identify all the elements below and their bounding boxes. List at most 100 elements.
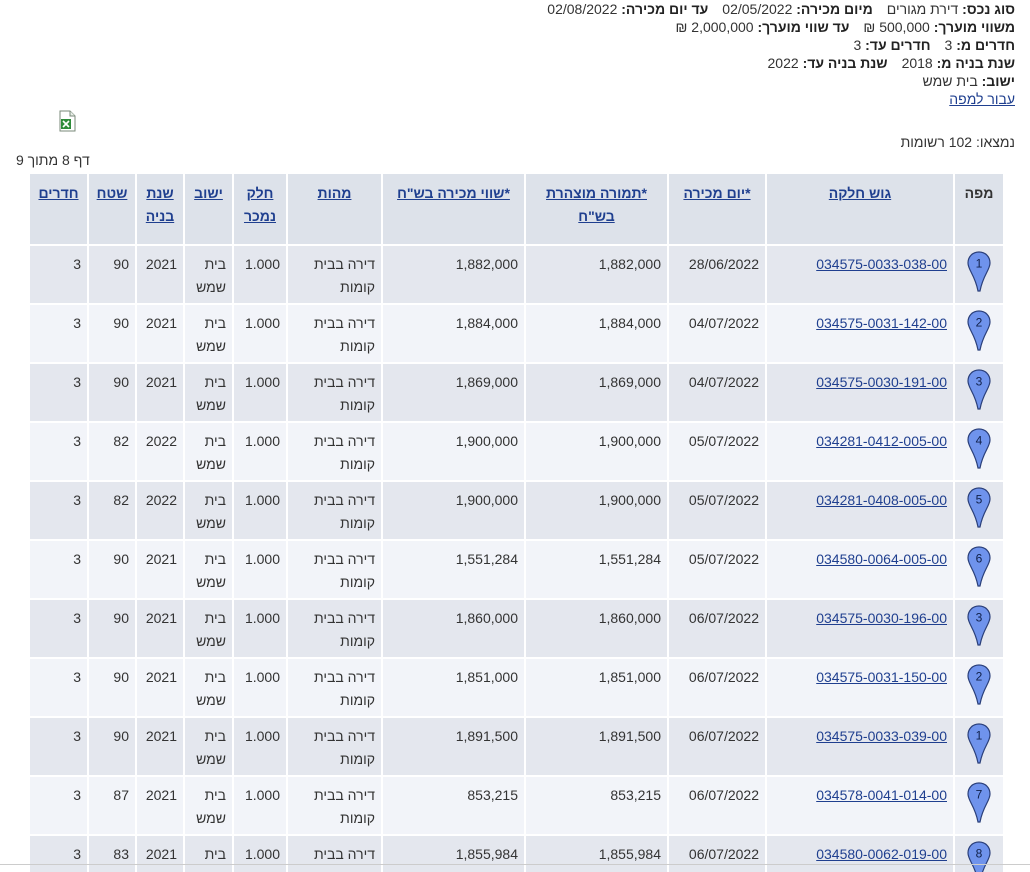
parcel-link[interactable]: 034580-0062-019-00	[816, 846, 947, 862]
column-header: חדרים	[28, 172, 89, 246]
table-cell: 90	[87, 303, 137, 364]
table-cell: 1.000	[232, 657, 288, 718]
column-header: *יום מכירה	[667, 172, 767, 246]
table-cell: 1.000	[232, 421, 288, 482]
parcel-link[interactable]: 034281-0412-005-00	[816, 433, 947, 449]
filters: סוג נכס: דירת מגורים מיום מכירה: 02/05/20…	[533, 0, 1015, 108]
parcel-link[interactable]: 034575-0033-039-00	[816, 728, 947, 744]
map-cell: 5	[953, 480, 1005, 541]
table-cell: בית שמש	[183, 775, 234, 836]
pin-number: 7	[976, 788, 983, 802]
table-cell: 2022	[135, 480, 185, 541]
table-cell: 1,882,000	[381, 244, 526, 305]
table-cell: 82	[87, 421, 137, 482]
parcel-link[interactable]: 034580-0064-005-00	[816, 551, 947, 567]
parcel-link[interactable]: 034578-0041-014-00	[816, 787, 947, 803]
sort-link[interactable]: שנת בניה	[145, 185, 175, 224]
column-header: חלק נמכר	[232, 172, 288, 246]
column-header: מפה	[953, 172, 1005, 246]
table-cell: 06/07/2022	[667, 834, 767, 872]
parcel-cell: 034580-0064-005-00	[765, 539, 955, 600]
table-cell: 3	[28, 421, 89, 482]
map-pin[interactable]: 4	[966, 427, 992, 471]
parcel-cell: 034580-0062-019-00	[765, 834, 955, 872]
table-cell: דירה בבית קומות	[286, 362, 383, 423]
table-row: 2 034575-0031-150-00 06/07/2022 1,851,000 1,…	[28, 657, 1005, 718]
parcel-cell: 034578-0041-014-00	[765, 775, 955, 836]
parcel-link[interactable]: 034575-0030-196-00	[816, 610, 947, 626]
filter-pair: שנת בניה מ: 2018	[902, 55, 1015, 71]
map-pin[interactable]: 6	[966, 545, 992, 589]
table-cell: 1,851,000	[524, 657, 669, 718]
map-pin[interactable]: 3	[966, 604, 992, 648]
records-found: נמצאו: 102 רשומות	[900, 134, 1015, 150]
table-cell: בית שמש	[183, 244, 234, 305]
sort-link[interactable]: שטח	[96, 185, 128, 201]
filter-value: 500,000 ₪	[863, 19, 930, 35]
column-header: שנת בניה	[135, 172, 185, 246]
map-pin[interactable]: 5	[966, 486, 992, 530]
table-cell: בית שמש	[183, 716, 234, 777]
filter-label: משווי מוערך:	[933, 19, 1015, 35]
table-cell: 05/07/2022	[667, 539, 767, 600]
table-cell: 1,851,000	[381, 657, 526, 718]
parcel-link[interactable]: 034575-0033-038-00	[816, 256, 947, 272]
sort-link[interactable]: *שווי מכירה בש"ח	[397, 185, 510, 201]
sort-link[interactable]: *יום מכירה	[683, 185, 751, 201]
table-cell: 1,900,000	[524, 480, 669, 541]
table-cell: 90	[87, 244, 137, 305]
table-cell: 1,900,000	[381, 421, 526, 482]
filter-label: חדרים מ:	[956, 37, 1015, 53]
map-cell: 1	[953, 244, 1005, 305]
parcel-link[interactable]: 034281-0408-005-00	[816, 492, 947, 508]
table-cell: 1.000	[232, 244, 288, 305]
table-cell: 3	[28, 362, 89, 423]
table-cell: 05/07/2022	[667, 421, 767, 482]
column-header: *תמורה מוצהרת בש"ח	[524, 172, 669, 246]
map-pin[interactable]: 7	[966, 781, 992, 825]
filter-pair: שנת בניה עד: 2022	[768, 55, 888, 71]
map-link[interactable]: עבור למפה	[949, 91, 1015, 107]
map-pin[interactable]: 3	[966, 368, 992, 412]
parcel-link[interactable]: 034575-0031-150-00	[816, 669, 947, 685]
sort-link[interactable]: גוש חלקה	[828, 185, 892, 201]
table-cell: 2021	[135, 775, 185, 836]
table-row: 1 034575-0033-039-00 06/07/2022 1,891,500 1,…	[28, 716, 1005, 777]
table-cell: 3	[28, 657, 89, 718]
table-row: 2 034575-0031-142-00 04/07/2022 1,884,000 1,…	[28, 303, 1005, 364]
table-cell: 1.000	[232, 775, 288, 836]
map-pin[interactable]: 2	[966, 309, 992, 353]
table-cell: דירה בבית קומות	[286, 303, 383, 364]
map-pin[interactable]: 8	[966, 840, 992, 872]
sort-link[interactable]: מהות	[317, 185, 352, 201]
table-cell: דירה בבית קומות	[286, 421, 383, 482]
sort-link[interactable]: חדרים	[38, 185, 79, 201]
map-cell: 1	[953, 716, 1005, 777]
column-header: *שווי מכירה בש"ח	[381, 172, 526, 246]
table-cell: 90	[87, 362, 137, 423]
parcel-cell: 034575-0030-191-00	[765, 362, 955, 423]
filter-label: סוג נכס:	[962, 1, 1015, 17]
pin-shape	[967, 310, 991, 351]
map-pin[interactable]: 1	[966, 250, 992, 294]
filter-label: ישוב:	[981, 73, 1015, 89]
map-pin[interactable]: 2	[966, 663, 992, 707]
pin-number: 2	[976, 670, 983, 684]
parcel-link[interactable]: 034575-0031-142-00	[816, 315, 947, 331]
table-cell: 3	[28, 480, 89, 541]
header-text: מפה	[964, 185, 994, 201]
table-cell: 2021	[135, 598, 185, 659]
map-pin[interactable]: 1	[966, 722, 992, 766]
table-cell: 1.000	[232, 539, 288, 600]
parcel-link[interactable]: 034575-0030-191-00	[816, 374, 947, 390]
filter-line: ישוב: בית שמש	[533, 72, 1015, 90]
table-cell: 1,869,000	[524, 362, 669, 423]
table-cell: 2021	[135, 657, 185, 718]
excel-export-icon[interactable]	[58, 110, 76, 132]
sort-link[interactable]: ישוב	[194, 185, 223, 201]
table-cell: 87	[87, 775, 137, 836]
filter-value: 02/08/2022	[547, 1, 618, 17]
sort-link[interactable]: חלק נמכר	[243, 185, 276, 224]
sort-link[interactable]: *תמורה מוצהרת בש"ח	[546, 185, 647, 224]
filter-label: עד שווי מוערך:	[757, 19, 850, 35]
